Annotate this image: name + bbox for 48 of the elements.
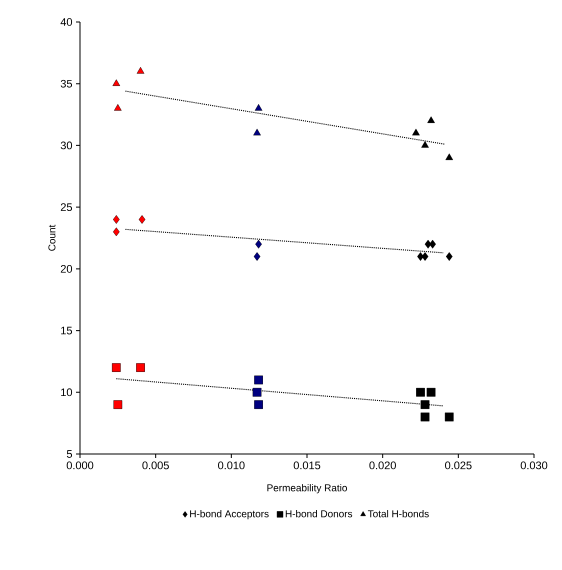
y-tick-label: 25 [60, 203, 72, 212]
point [429, 240, 436, 249]
point [445, 153, 454, 160]
y-tick-label: 15 [61, 326, 72, 334]
point [444, 412, 454, 422]
y-tick-label: 35 [60, 80, 72, 88]
y-tick-label: 10 [61, 388, 72, 396]
point [422, 252, 428, 261]
point [136, 66, 144, 74]
point [420, 400, 430, 410]
point [427, 116, 435, 124]
point [421, 141, 429, 148]
y-axis-title: Count [48, 224, 56, 251]
point [254, 376, 263, 384]
y-tick-label: 40 [60, 18, 72, 26]
x-tick-label: 0.020 [369, 462, 396, 470]
x-axis-title: Permeability Ratio [267, 484, 347, 494]
point [254, 400, 263, 410]
point [420, 412, 430, 422]
legend-label: H-bond Acceptors [190, 510, 269, 520]
point [112, 215, 120, 224]
point [112, 79, 120, 86]
point [254, 104, 262, 111]
point [252, 388, 262, 397]
y-tick-label: 5 [66, 450, 72, 458]
y-tick-label: 20 [60, 264, 72, 273]
point [416, 388, 425, 397]
point [254, 252, 260, 261]
y-tick-label: 30 [60, 142, 72, 150]
point [136, 363, 145, 372]
point [113, 400, 122, 410]
x-tick-label: 0.030 [520, 462, 548, 470]
x-tick-label: 0.010 [218, 462, 245, 470]
point [112, 227, 120, 236]
point [426, 388, 436, 397]
point [138, 215, 146, 224]
point [114, 104, 122, 111]
legend-label: H-bond Donors [286, 510, 352, 518]
point [255, 240, 262, 249]
point [112, 363, 121, 372]
x-tick-label: 0.015 [294, 462, 320, 470]
point [253, 128, 261, 136]
point [412, 128, 420, 136]
x-tick-label: 0.000 [66, 462, 94, 470]
x-tick-label: 0.005 [142, 462, 169, 470]
x-tick-label: 0.025 [445, 462, 472, 470]
legend-label: Total H-bonds [368, 510, 429, 518]
point [446, 252, 453, 261]
